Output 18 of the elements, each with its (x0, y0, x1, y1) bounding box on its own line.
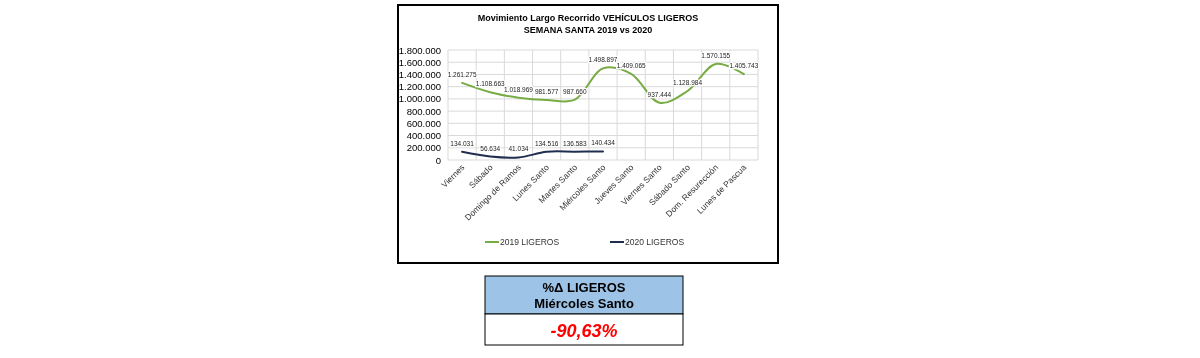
legend-label: 2019 LIGEROS (500, 237, 560, 247)
chart-subtitle: SEMANA SANTA 2019 vs 2020 (523, 25, 653, 35)
text: Miércoles Santo (534, 296, 634, 311)
text: -90,63% (550, 321, 618, 341)
chart-title: Movimiento Largo Recorrido VEHÍCULOS LIGEROS (477, 13, 699, 23)
y-tick-label: 600.000 (406, 117, 441, 129)
y-tick-label: 200.000 (406, 142, 441, 154)
text: %Δ LIGEROS (542, 280, 626, 295)
y-tick-label: 0 (435, 154, 441, 166)
y-tick-label: 1.400.000 (398, 68, 441, 80)
y-tick-label: 400.000 (406, 130, 441, 142)
line-series (461, 150, 604, 159)
y-tick-label: 1.200.000 (398, 81, 441, 93)
y-tick-label: 1.600.000 (398, 56, 441, 68)
y-tick-label: 800.000 (406, 105, 441, 117)
y-tick-label: 1.000.000 (398, 93, 441, 105)
legend-label: 2020 LIGEROS (625, 237, 685, 247)
y-tick-label: 1.800.000 (398, 44, 441, 56)
